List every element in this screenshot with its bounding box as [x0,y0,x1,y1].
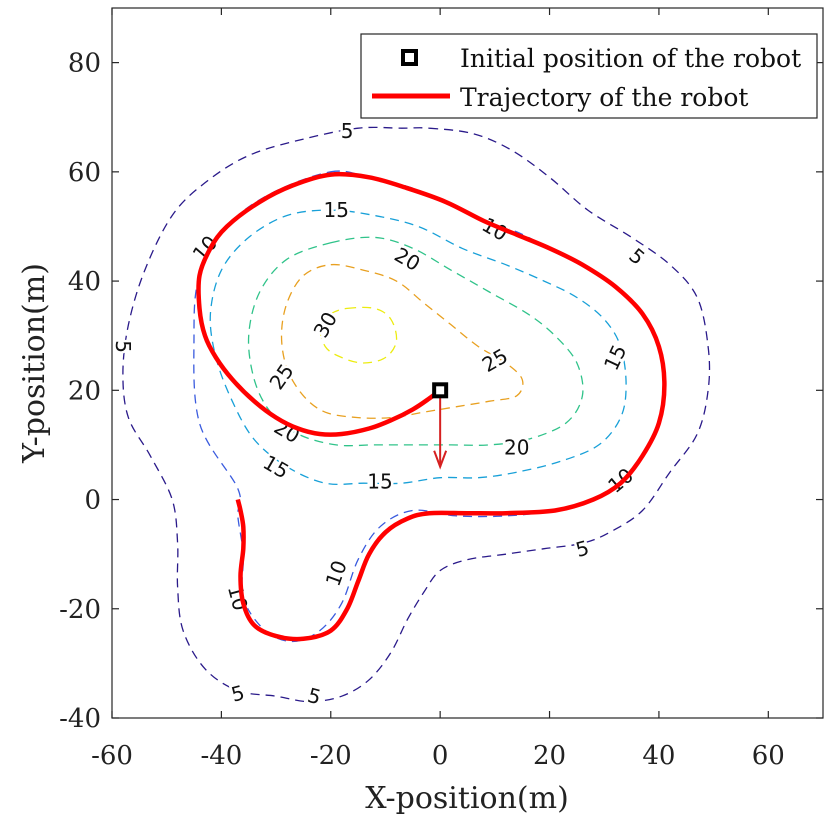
contour-line-15 [209,209,627,486]
x-axis-label: X-position(m) [365,781,569,816]
plot-background [112,8,823,718]
y-tick-label: -20 [59,595,101,625]
initial-position [432,382,449,399]
x-tick-label: -40 [200,741,242,771]
legend: Initial position of the robot Trajectory… [360,33,818,119]
contour-line-5 [122,126,711,703]
contour-label-15: 15 [324,198,349,222]
y-tick-label: 80 [68,49,101,79]
contour-label-5: 5 [111,340,135,353]
x-tick-label: 60 [752,741,785,771]
contour-label-20: 20 [504,436,529,460]
y-tick-label: 0 [84,486,101,516]
initial-position-marker [432,382,449,399]
legend-label-initial-position: Initial position of the robot [460,44,801,73]
x-tick-label: 40 [642,741,675,771]
x-tick-label: -20 [310,741,352,771]
y-axis-ticks: -40 -20 0 20 40 60 80 [59,49,823,734]
x-tick-label: 0 [432,741,449,771]
trajectory-line [196,171,667,642]
legend-label-trajectory: Trajectory of the robot [460,83,748,112]
x-tick-label: -60 [91,741,133,771]
y-tick-label: -40 [59,704,101,734]
heading-arrow [433,390,448,470]
heading-arrow-head [433,450,448,470]
x-axis-ticks: -60 -40 -20 0 20 40 60 [91,8,785,771]
trajectory [196,171,667,642]
x-tick-label: 20 [533,741,566,771]
contour-label-5: 5 [341,119,354,143]
contour-line-30 [318,306,398,364]
legend-marker-square [401,49,418,66]
contour-line-25 [280,263,524,419]
legend-box [360,33,818,119]
y-tick-label: 20 [68,376,101,406]
y-axis-label: Y-position(m) [17,263,52,464]
y-tick-label: 60 [68,158,101,188]
contour-label-15: 15 [367,470,392,494]
y-tick-label: 40 [68,267,101,297]
contour-line-20 [247,236,584,447]
plot-frame [111,7,824,719]
